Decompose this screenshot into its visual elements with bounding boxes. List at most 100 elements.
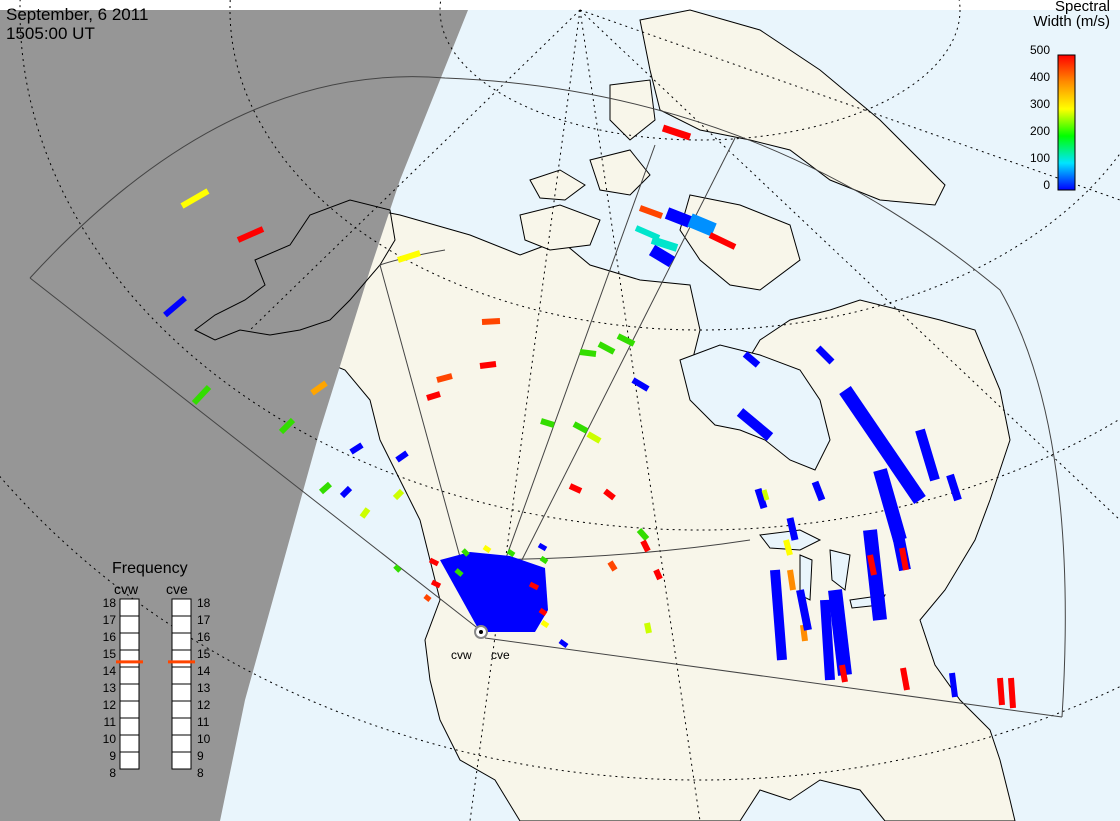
echo-cell <box>393 564 402 573</box>
echo-cell <box>634 225 661 241</box>
frequency-scale-label: 14 <box>102 664 116 678</box>
echo-cell <box>800 624 808 642</box>
echo-cell <box>278 417 296 435</box>
fov-cvw-east-boundary <box>479 144 656 631</box>
echo-cell <box>191 384 212 406</box>
echo-cell <box>915 428 940 482</box>
land-layer <box>189 9 1016 821</box>
echo-cell <box>761 489 770 501</box>
echo-cell <box>397 250 421 263</box>
echo-cell <box>783 539 793 556</box>
echo-cell <box>180 188 210 209</box>
echo-cell <box>568 483 583 494</box>
fov-outer-arc <box>29 76 1066 718</box>
echo-cell <box>392 488 405 501</box>
inland-water-layer <box>679 344 886 609</box>
echo-cell <box>754 487 768 510</box>
echo-cell <box>636 528 650 541</box>
frequency-scale-label: 13 <box>197 681 211 695</box>
echo-cell <box>787 569 796 591</box>
echo-cell <box>423 594 432 602</box>
echo-cell <box>742 351 761 368</box>
echo-cell <box>538 607 548 617</box>
echo-cell <box>811 480 826 502</box>
echo-cell <box>664 207 693 228</box>
alaska-coast <box>194 199 396 341</box>
frequency-scale-label: 18 <box>102 596 116 610</box>
echo-cell <box>395 450 409 463</box>
frequency-scale-lines <box>120 615 191 753</box>
echo-cell <box>770 569 787 661</box>
frequency-scale-label: 10 <box>197 732 211 746</box>
echo-cell <box>708 232 737 250</box>
frequency-scale-label: 15 <box>102 647 116 661</box>
echo-cell <box>430 579 442 589</box>
echo-cell <box>616 333 636 347</box>
frequency-scale-label: 16 <box>197 630 211 644</box>
colorbar-title-line2: Width (m/s) <box>1033 13 1110 30</box>
echo-cell <box>359 507 371 519</box>
echo-cell <box>946 473 962 502</box>
baffin-island <box>679 194 801 291</box>
radar-echoes <box>163 124 1016 709</box>
date-label: September, 6 2011 <box>6 5 149 24</box>
frequency-radar-label-cvw: cvw <box>114 581 139 597</box>
frequency-scale-label: 18 <box>197 596 211 610</box>
echo-cell <box>640 539 651 553</box>
colorbar-title-line1: Spectral <box>1054 0 1110 15</box>
echo-cell <box>537 542 548 552</box>
echo-cell <box>949 672 958 698</box>
colorbar-tick-label: 300 <box>1029 97 1050 111</box>
grid-latitude-circle-4 <box>0 475 1120 781</box>
night-terminator <box>0 10 468 821</box>
echo-cell <box>644 622 652 634</box>
colorbar-tick-label: 200 <box>1029 124 1050 138</box>
echo-cell <box>796 589 812 631</box>
colorbar-gradient <box>1057 54 1076 191</box>
echo-cell <box>163 295 187 318</box>
echo-cell <box>310 380 328 396</box>
echo-cell <box>586 431 602 444</box>
echo-cell <box>1008 677 1016 709</box>
greenland <box>639 9 946 206</box>
echo-cell <box>900 667 910 691</box>
frequency-radar-label-cve: cve <box>166 581 188 597</box>
frequency-scale-label: 15 <box>197 647 211 661</box>
frequency-scale-label: 11 <box>197 715 210 729</box>
frequency-scale-label: 12 <box>102 698 116 712</box>
echo-cell <box>539 555 549 565</box>
hudson-bay <box>679 344 831 471</box>
echo-cell <box>349 442 364 455</box>
frequency-scale-label: 9 <box>197 749 204 763</box>
near-radar-scatter <box>440 552 548 632</box>
echo-cell <box>479 361 497 369</box>
colorbar-tick-label: 500 <box>1029 43 1050 57</box>
grid-meridian-2 <box>249 9 581 331</box>
radar-site-center <box>479 630 483 634</box>
grid-meridian-1 <box>469 9 581 821</box>
frequency-scale-label: 13 <box>102 681 116 695</box>
echo-cell <box>540 418 555 428</box>
frequency-panel-title: Frequency <box>112 560 188 577</box>
station-label-cvw: cvw <box>451 648 472 662</box>
frequency-scale-label: 9 <box>109 749 116 763</box>
grid-latitude-circle-2 <box>229 0 1120 331</box>
frequency-scale-label: 10 <box>102 732 116 746</box>
echo-cell <box>839 386 926 504</box>
echo-cell <box>863 529 887 621</box>
echo-cell <box>815 345 835 365</box>
echo-cell <box>736 408 774 441</box>
frequency-scale-label: 8 <box>109 766 116 780</box>
echo-cell <box>820 599 835 681</box>
echo-cell <box>638 205 664 219</box>
echo-cell <box>540 619 550 629</box>
echo-cell <box>572 421 589 434</box>
echo-cell <box>482 544 492 554</box>
echo-cell <box>506 548 516 558</box>
colorbar-tick-label: 400 <box>1029 70 1050 84</box>
echo-cell <box>436 373 453 383</box>
arctic-island-3 <box>529 169 586 201</box>
colorbar-tick-label: 100 <box>1029 151 1050 165</box>
echo-cell <box>528 581 540 591</box>
